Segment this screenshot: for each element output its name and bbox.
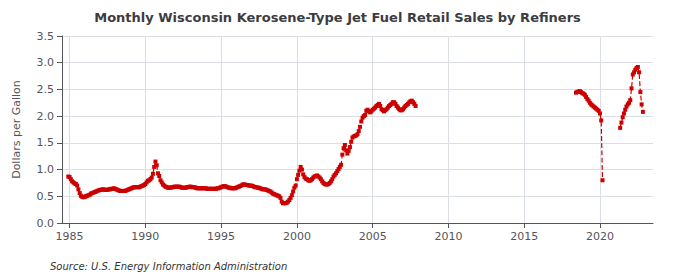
svg-text:1995: 1995: [207, 230, 235, 243]
svg-text:1.5: 1.5: [37, 136, 55, 149]
svg-text:2015: 2015: [510, 230, 538, 243]
svg-text:1990: 1990: [131, 230, 159, 243]
svg-text:1.0: 1.0: [37, 163, 55, 176]
svg-text:2000: 2000: [283, 230, 311, 243]
svg-text:Monthly Wisconsin Kerosene-Typ: Monthly Wisconsin Kerosene-Type Jet Fuel…: [94, 10, 581, 25]
svg-text:3.0: 3.0: [37, 56, 55, 69]
svg-text:2005: 2005: [359, 230, 387, 243]
svg-text:2.5: 2.5: [37, 83, 55, 96]
svg-text:2020: 2020: [586, 230, 614, 243]
svg-text:1985: 1985: [56, 230, 84, 243]
svg-text:Source: U.S. Energy Informatio: Source: U.S. Energy Information Administ…: [50, 261, 287, 272]
svg-text:2.0: 2.0: [37, 110, 55, 123]
svg-text:0.0: 0.0: [37, 217, 55, 230]
svg-text:3.5: 3.5: [37, 30, 55, 43]
svg-text:0.5: 0.5: [37, 190, 55, 203]
svg-text:2010: 2010: [434, 230, 462, 243]
svg-text:Dollars per Gallon: Dollars per Gallon: [10, 80, 23, 179]
